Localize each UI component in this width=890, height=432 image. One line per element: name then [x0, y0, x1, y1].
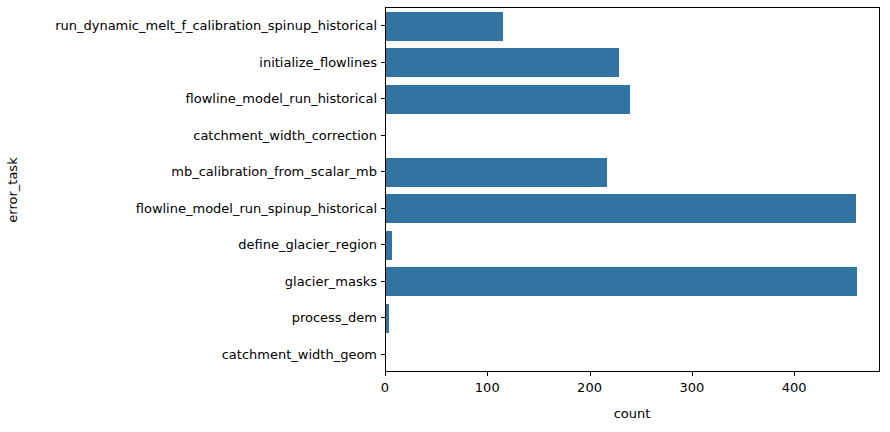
bar — [386, 267, 857, 296]
y-axis-label: error_task — [5, 157, 20, 222]
x-tick-label: 300 — [679, 380, 704, 395]
x-tick-mark — [692, 372, 693, 376]
bar — [386, 48, 619, 77]
y-tick-label: catchment_width_correction — [193, 128, 377, 141]
x-tick-label: 0 — [381, 380, 389, 395]
y-tick-label: catchment_width_geom — [222, 347, 377, 360]
x-tick-mark — [385, 372, 386, 376]
bar — [386, 194, 856, 223]
x-tick-label: 200 — [577, 380, 602, 395]
y-tick-label: define_glacier_region — [238, 238, 377, 251]
y-tick-label: glacier_masks — [285, 274, 377, 287]
x-tick-mark — [487, 372, 488, 376]
y-tick-label: process_dem — [292, 311, 377, 324]
y-tick-label: flowline_model_run_spinup_historical — [136, 201, 377, 214]
y-tick-label: mb_calibration_from_scalar_mb — [171, 165, 377, 178]
x-tick-mark — [794, 372, 795, 376]
y-tick-label: flowline_model_run_historical — [186, 92, 377, 105]
x-tick-mark — [590, 372, 591, 376]
plot-area — [385, 7, 880, 372]
bar — [386, 304, 389, 333]
bar — [386, 12, 503, 41]
bar-chart-figure: error_task run_dynamic_melt_f_calibratio… — [0, 0, 890, 432]
x-tick-label: 100 — [475, 380, 500, 395]
y-tick-label: run_dynamic_melt_f_calibration_spinup_hi… — [55, 19, 377, 32]
bar — [386, 231, 392, 260]
x-tick-label: 400 — [782, 380, 807, 395]
x-axis-label: count — [614, 406, 651, 421]
bar — [386, 158, 607, 187]
bar — [386, 85, 630, 114]
y-tick-label: initialize_flowlines — [259, 55, 377, 68]
